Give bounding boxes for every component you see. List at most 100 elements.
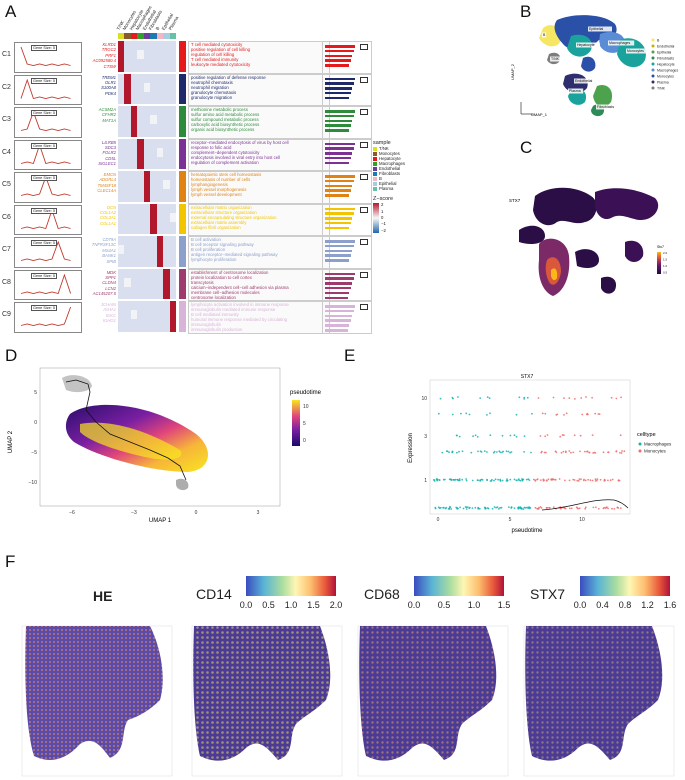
expression-point (572, 478, 575, 481)
umap-b-cluster-label: Macrophages (609, 41, 630, 45)
expression-point (505, 450, 508, 453)
go-term: protein localization to cell cortex (191, 274, 252, 280)
trend-line (20, 110, 71, 131)
expression-point (496, 506, 499, 508)
spatial-colorbar-tick: 1.5 (497, 600, 511, 610)
enrichment-bar (325, 175, 355, 178)
enrichment-bar (325, 286, 351, 290)
go-term: membrane cell−adhesion molecules (191, 289, 260, 295)
sample-label: Macrophages (379, 161, 406, 167)
go-term: B cell receptor signaling pathway (191, 242, 254, 247)
umap-b-cluster-label: Hepatocyte (577, 43, 595, 47)
expression-point (539, 435, 542, 437)
expression-point (481, 479, 484, 481)
expression-point (461, 450, 464, 453)
spatial-gene-title: CD14 (196, 586, 232, 602)
pseudotime-xtick: 3 (257, 510, 260, 516)
cluster-genes: ACSM2A CFHR2 MAT1A (82, 107, 116, 136)
spatial-colorbar-tick: 2.0 (329, 600, 343, 610)
expression-point (493, 479, 495, 482)
expression-point (510, 451, 513, 453)
go-term: sulfur amino acid metabolic process (191, 112, 260, 117)
expression-point (441, 451, 444, 454)
cluster-trend-plot: Gene Size: 5 (14, 302, 82, 333)
cluster-trend-plot: Gene Size: 5 (14, 139, 82, 170)
expression-point (544, 435, 547, 438)
spatial-gene-title: STX7 (530, 586, 566, 602)
expression-point (498, 450, 501, 453)
enrichment-bar-legend (360, 239, 368, 245)
expression-point (496, 451, 498, 453)
expression-point (545, 479, 548, 482)
enrichment-bar (325, 314, 352, 318)
gene-label: JCHAIN (100, 302, 116, 307)
expression-point (471, 479, 474, 482)
cluster-color-band (179, 203, 186, 234)
expression-point (499, 506, 501, 509)
expression-point (589, 479, 592, 482)
panel-label-e: E (344, 346, 356, 365)
heatmap-neutral-cell (143, 82, 151, 92)
gene-label: TREM1 (101, 74, 116, 80)
expression-point (472, 435, 474, 438)
expression-point (540, 450, 543, 453)
expression-point (448, 478, 451, 481)
enrichment-bars (322, 236, 372, 269)
expression-point (597, 508, 600, 510)
expression-xtick: 10 (579, 517, 585, 523)
enrichment-bar (325, 64, 349, 67)
sample-legend-item: B (373, 176, 418, 182)
heatmap-neutral-cell (137, 50, 144, 60)
expression-point (611, 478, 614, 481)
cluster-id: C6 (2, 213, 11, 221)
expression-point (459, 506, 461, 509)
expression-point (489, 412, 491, 415)
expression-point (499, 451, 502, 454)
expression-legend-label: Monocytes (644, 449, 667, 454)
go-term: lymphocyte proliferation (191, 257, 237, 262)
panel-label-d: D (5, 346, 18, 365)
go-term: endocytosis involved in viral entry into… (191, 154, 281, 160)
expression-point (610, 396, 613, 399)
sample-legend-item: T/NK (373, 146, 418, 152)
sample-label: Hepatocyte (379, 156, 401, 162)
enrichment-bar (325, 254, 351, 257)
gene-label: COL3A1 (99, 215, 116, 221)
enrichment-bar (325, 124, 351, 127)
expression-point (451, 413, 454, 416)
cluster-id: C4 (2, 148, 11, 156)
panel-label-b: B (520, 2, 532, 21)
feature-colorbar-tick: 1.0 (663, 264, 668, 268)
expression-point (586, 450, 589, 453)
column-color-swatch (118, 33, 125, 39)
expression-point (591, 396, 593, 399)
expression-point (563, 397, 565, 399)
expression-point (584, 506, 587, 509)
expression-point (602, 451, 605, 454)
expression-point (559, 435, 562, 438)
expression-point (477, 507, 480, 510)
spatial-colorbar (414, 576, 504, 596)
spatial-colorbar-tick: 0.8 (618, 600, 632, 610)
expression-point (537, 397, 540, 399)
go-term: regulation of complement activation (191, 159, 259, 165)
expression-point (597, 413, 600, 415)
sample-legend-item: Plasma (373, 186, 418, 192)
go-term: immunoglobulin (191, 322, 222, 327)
expression-point (620, 396, 622, 399)
pseudotime-xlabel: UMAP 1 (149, 518, 172, 524)
heatmap-neutral-cell (124, 277, 131, 287)
expression-ylabel: Expression (408, 433, 414, 463)
go-term: lymph vessel morphogenesis (191, 187, 247, 192)
expression-point (545, 451, 547, 454)
expression-point (486, 451, 488, 453)
feature-colorbar-tick: 2.0 (663, 251, 668, 255)
feature-colorbar (657, 252, 661, 274)
expression-points (433, 396, 626, 510)
expression-point (599, 478, 602, 481)
expression-point (518, 396, 521, 399)
zscore-legend-title: Z−score (373, 195, 394, 202)
expression-point (486, 396, 489, 398)
expression-point (462, 507, 465, 510)
cluster-color-band (179, 236, 186, 267)
